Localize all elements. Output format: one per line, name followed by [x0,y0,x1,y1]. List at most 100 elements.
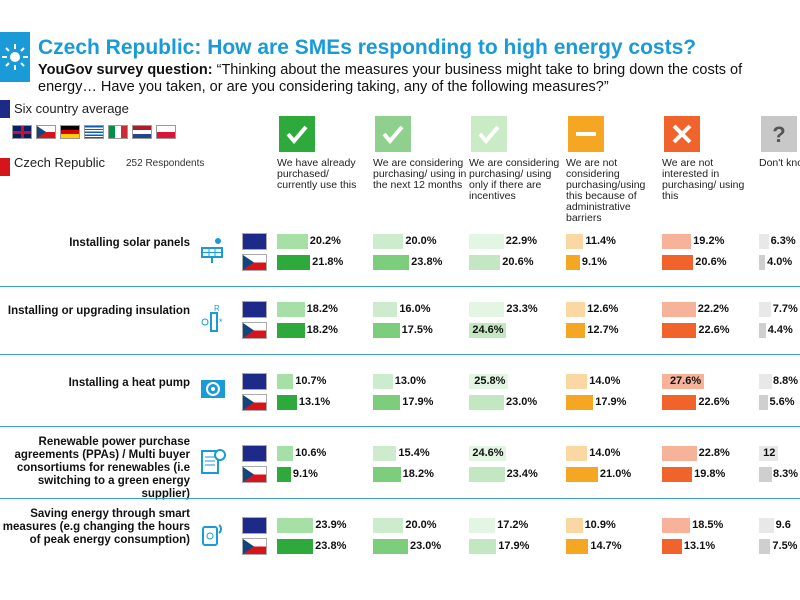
data-label: 4.4% [767,324,793,336]
bar [662,302,696,317]
data-label: 17.9% [402,396,434,408]
data-label: 23.0% [409,540,442,552]
data-label: 13.1% [683,540,716,552]
row-label: Installing or upgrading insulation [7,305,190,317]
data-label: 14.7% [590,540,622,552]
poland-flag-icon [156,125,176,139]
bar [469,446,507,461]
row-divider [0,286,800,287]
data-label: 18.2% [402,468,434,480]
average-flag-icon [242,301,267,318]
column-header-label: Don't know [759,157,800,169]
bar [373,302,398,317]
cross-icon [662,114,702,154]
svg-text:*: * [219,317,223,327]
bar [373,374,393,389]
bar [277,446,294,461]
bar [277,539,314,554]
bar [469,234,504,249]
bar [566,539,589,554]
bar [373,446,397,461]
data-label: 22.8% [698,447,730,459]
data-label: 22.6% [698,396,730,408]
column-header-label: We are not considering purchasing/using … [566,157,646,224]
data-label: 17.5% [401,324,433,336]
bar [469,302,505,317]
bar [662,539,682,554]
page-title: Czech Republic: How are SMEs responding … [38,36,697,59]
data-label: 20.6% [695,256,727,268]
bar [277,255,311,270]
data-label: 15.4% [398,447,430,459]
data-label: 12.6% [587,303,619,315]
data-label: 27.6% [669,375,702,387]
data-label: 20.2% [309,235,341,247]
column-header: We have already purchased/ currently use… [277,114,372,191]
bar [566,234,584,249]
column-header: We are not considering purchasing/using … [566,114,661,224]
cz-legend-label: Czech Republic [14,155,106,170]
bar [662,234,692,249]
question-lead: YouGov survey question: [38,62,213,78]
bar [759,467,772,482]
data-label: 23.8% [315,540,347,552]
data-label: 9.1% [292,468,318,480]
respondents-count: 252 Respondents [126,158,205,169]
bar [277,302,305,317]
data-label: 16.0% [399,303,431,315]
check-icon [373,114,413,154]
row-divider [0,354,800,355]
cz-legend-swatch [0,158,10,176]
contract-icon [200,447,226,477]
bar [373,539,408,554]
bar [277,518,314,533]
data-label: 11.4% [585,235,616,247]
average-flag-icon [242,517,267,534]
data-label: 8.8% [773,375,799,387]
data-label: 23.0% [505,396,538,408]
data-label: 21.0% [599,468,632,480]
bar [277,467,291,482]
bar [373,234,404,249]
czech-flag-icon [36,125,56,139]
column-header: We are considering purchasing/ using onl… [469,114,564,202]
bar [759,374,773,389]
data-label: 20.6% [502,256,534,268]
column-header-label: We have already purchased/ currently use… [277,157,357,191]
logo-icon [0,32,30,82]
bar [566,302,586,317]
bar [469,467,505,482]
bar [759,446,779,461]
bar [566,323,586,338]
bar [662,467,693,482]
data-label: 5.6% [769,396,795,408]
bar [469,323,507,338]
bar [277,395,297,410]
column-header-label: We are considering purchasing/ using in … [373,157,467,191]
average-flag-icon [242,445,267,462]
bar [566,395,594,410]
italy-flag-icon [108,125,128,139]
bar [662,255,694,270]
question-text: “Thinking about the measures your busine… [38,62,743,95]
bar [759,323,766,338]
bar [277,323,305,338]
czech-flag-icon [242,466,267,483]
data-label: 9.1% [581,256,607,268]
column-header-label: We are not interested in purchasing/ usi… [662,157,745,202]
data-label: 12 [763,447,776,459]
data-label: 18.5% [692,519,724,531]
data-label: 23.3% [506,303,538,315]
data-label: 19.8% [694,468,726,480]
bar [373,255,410,270]
data-label: 13.0% [394,375,426,387]
avg-legend-swatch [0,100,10,118]
data-label: 20.0% [405,519,437,531]
bar [759,302,771,317]
average-flag-icon [242,373,267,390]
data-label: 25.8% [474,375,506,387]
data-label: 24.6% [472,447,504,459]
data-label: 24.6% [472,324,504,336]
column-header: We are not interested in purchasing/ usi… [662,114,757,202]
data-label: 17.9% [595,396,627,408]
